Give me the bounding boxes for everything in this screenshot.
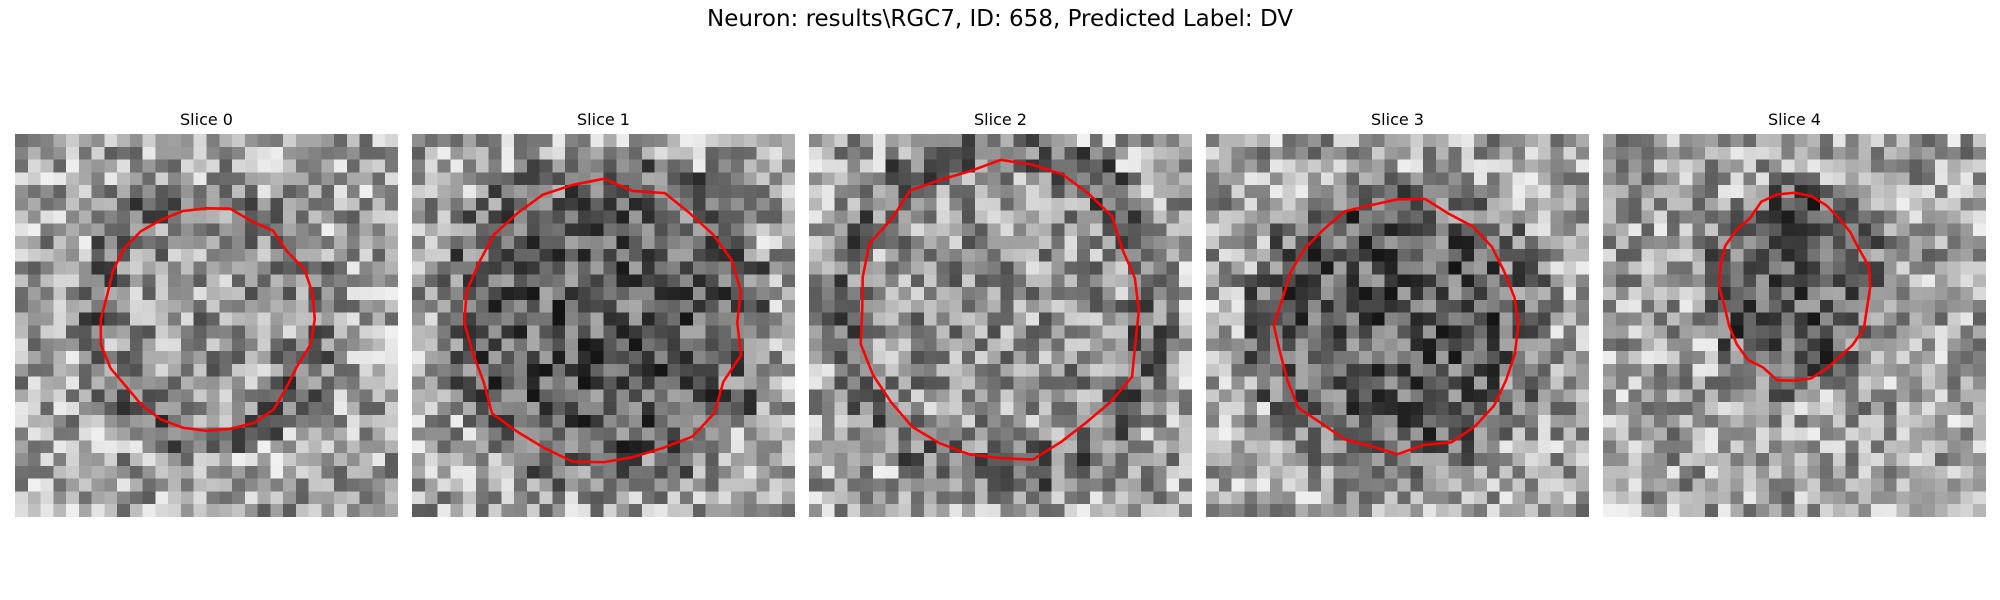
neuron-contour: [1717, 191, 1872, 382]
pixel-grid: [412, 134, 795, 517]
neuron-contour: [859, 158, 1141, 461]
slice-image: [1603, 134, 1986, 517]
slice-image: [809, 134, 1192, 517]
pixel-grid: [15, 134, 398, 517]
slice-image: [412, 134, 795, 517]
slice-panel-0: Slice 0: [15, 110, 398, 520]
slice-title: Slice 4: [1768, 110, 1821, 129]
slice-title: Slice 0: [180, 110, 233, 129]
slice-panel-3: Slice 3: [1206, 110, 1589, 520]
slice-panel-1: Slice 1: [412, 110, 795, 520]
neuron-contour: [463, 177, 743, 464]
slice-title: Slice 1: [577, 110, 630, 129]
pixel-grid: [1603, 134, 1986, 517]
neuron-contour: [1272, 197, 1520, 456]
pixel-grid: [1206, 134, 1589, 517]
neuron-contour: [99, 207, 317, 433]
slice-panel-4: Slice 4: [1603, 110, 1986, 520]
figure-suptitle: Neuron: results\RGC7, ID: 658, Predicted…: [706, 6, 1294, 32]
slice-title: Slice 3: [1371, 110, 1424, 129]
pixel-grid: [809, 134, 1192, 517]
slice-title: Slice 2: [974, 110, 1027, 129]
slice-image: [1206, 134, 1589, 517]
slice-panel-2: Slice 2: [809, 110, 1192, 520]
slice-image: [15, 134, 398, 517]
